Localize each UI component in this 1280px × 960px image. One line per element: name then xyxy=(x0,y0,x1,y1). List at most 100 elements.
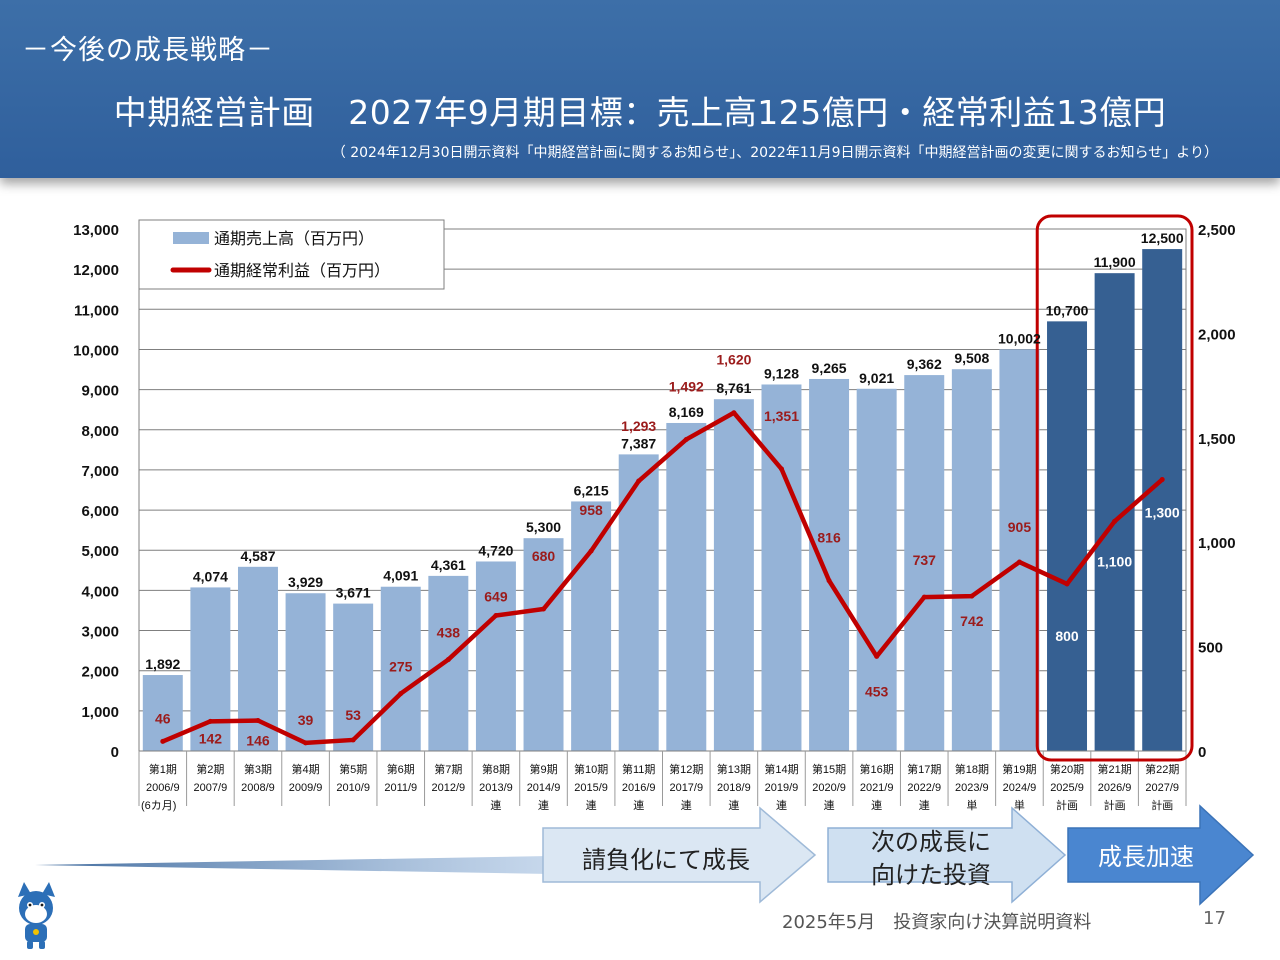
y-right-tick-label: 1,500 xyxy=(1198,431,1236,448)
profit-value-label: 958 xyxy=(579,502,603,518)
y-left-tick-label: 1,000 xyxy=(81,704,119,721)
profit-value-label: 1,100 xyxy=(1097,553,1132,569)
profit-point xyxy=(921,594,927,600)
legend-box xyxy=(138,219,445,290)
profit-value-label: 39 xyxy=(298,712,314,728)
profit-value-label: 438 xyxy=(437,625,461,641)
category-label: 2011/9 xyxy=(384,782,417,794)
category-label: 単 xyxy=(966,798,977,812)
profit-value-label: 275 xyxy=(389,659,413,675)
sales-value-label: 9,265 xyxy=(812,360,847,376)
axes: 0 1,000 2,000 3,000 4,000 5,000 6,000 7,000 8,00… xyxy=(73,214,1236,812)
category-label: 2016/9 xyxy=(622,782,656,794)
sales-value-label: 4,720 xyxy=(478,542,513,558)
category-label: 2010/9 xyxy=(336,782,370,794)
sales-bar xyxy=(142,675,183,751)
category-label: 2027/9 xyxy=(1145,782,1179,794)
profit-value-label: 1,300 xyxy=(1145,505,1180,521)
profit-value-label: 146 xyxy=(246,733,270,749)
category-label: 2024/9 xyxy=(1003,782,1037,794)
sales-bar xyxy=(1142,249,1183,752)
profit-point xyxy=(255,718,261,724)
profit-value-label: 816 xyxy=(817,530,841,546)
category-label: 2026/9 xyxy=(1098,782,1132,794)
profit-point xyxy=(207,718,213,724)
sales-value-label: 9,128 xyxy=(764,365,799,381)
profit-value-label: 1,492 xyxy=(669,378,704,394)
y-right-tick-label: 2,500 xyxy=(1198,222,1236,239)
category-label: 2018/9 xyxy=(717,782,751,794)
profit-value-label: 742 xyxy=(960,613,984,629)
category-label: 連 xyxy=(919,798,930,812)
mascot-logo xyxy=(18,882,55,949)
category-label: 連 xyxy=(681,798,692,812)
sales-bar xyxy=(428,575,469,751)
plan-highlight-frame xyxy=(1035,214,1194,762)
y-left-tick-label: 13,000 xyxy=(73,222,119,239)
category-label: 計画 xyxy=(1056,798,1078,812)
profit-value-label: 1,620 xyxy=(716,352,751,368)
sales-value-label: 8,169 xyxy=(669,404,704,420)
category-label: 第11期 xyxy=(622,762,655,776)
arrow-stage1-label: 請負化にて成長 xyxy=(582,846,750,874)
y-left-tick-label: 5,000 xyxy=(81,543,119,560)
sales-bar xyxy=(904,375,945,751)
category-label: 連 xyxy=(728,798,739,812)
arrow-stage2-label-line2: 向けた投資 xyxy=(871,861,991,889)
category-label: (6カ月) xyxy=(141,799,176,812)
profit-value-label: 453 xyxy=(865,683,889,699)
category-label: 2021/9 xyxy=(860,782,894,794)
category-label: 第10期 xyxy=(574,762,608,776)
category-label: 計画 xyxy=(1151,798,1173,812)
profit-point xyxy=(1016,559,1022,565)
sales-value-label: 10,002 xyxy=(998,330,1041,346)
header-banner: －今後の成長戦略－ 中期経営計画 2027年9月期目標：売上高125億円・経常利… xyxy=(0,0,1280,178)
sales-bar xyxy=(951,369,992,751)
sales-value-label: 9,021 xyxy=(859,370,894,386)
profit-value-label: 680 xyxy=(532,548,556,564)
profit-value-label: 800 xyxy=(1055,628,1079,644)
category-label: 2023/9 xyxy=(955,782,989,794)
profit-point xyxy=(969,593,975,599)
arrow-stage2-label-line1: 次の成長に xyxy=(871,828,991,856)
category-label: 2014/9 xyxy=(527,782,561,794)
profit-point xyxy=(1159,477,1165,483)
category-label: 第22期 xyxy=(1145,762,1179,776)
profit-value-label: 905 xyxy=(1008,519,1032,535)
y-left-tick-label: 4,000 xyxy=(81,583,119,600)
category-label: 2009/9 xyxy=(289,782,323,794)
sales-value-label: 6,215 xyxy=(574,482,609,498)
y-left-tick-label: 8,000 xyxy=(81,423,119,440)
sales-value-label: 1,892 xyxy=(145,656,180,672)
sales-bar xyxy=(1094,273,1135,751)
arrow-stage1 xyxy=(542,806,817,904)
profit-point xyxy=(303,740,309,746)
y-right-tick-label: 2,000 xyxy=(1198,326,1236,343)
bars xyxy=(142,249,1183,752)
sales-value-label: 5,300 xyxy=(526,519,561,535)
profit-point xyxy=(398,691,404,697)
category-label: 連 xyxy=(490,798,501,812)
y-left-tick-label: 0 xyxy=(111,744,119,761)
category-label: 2025/9 xyxy=(1050,782,1084,794)
sales-value-label: 3,929 xyxy=(288,574,323,590)
sales-value-label: 4,074 xyxy=(193,568,228,584)
category-label: 2019/9 xyxy=(765,782,799,794)
sales-bar xyxy=(475,561,516,751)
legend: 通期売上高（百万円） 通期経常利益（百万円） xyxy=(138,219,445,290)
y-left-tick-label: 6,000 xyxy=(81,503,119,520)
category-label: 第6期 xyxy=(387,762,415,776)
category-label: 連 xyxy=(871,798,882,812)
category-label: 第9期 xyxy=(529,762,557,776)
category-label: 連 xyxy=(586,798,597,812)
y-left-tick-label: 10,000 xyxy=(73,342,119,359)
profit-point xyxy=(874,653,880,659)
sales-value-label: 4,091 xyxy=(383,568,418,584)
profit-point xyxy=(636,478,642,484)
category-label: 2013/9 xyxy=(479,782,513,794)
profit-point xyxy=(541,606,547,612)
category-label: 2006/9 xyxy=(146,782,180,794)
page-number: 17 xyxy=(1203,908,1226,929)
sales-bar xyxy=(809,378,850,751)
category-label: 第14期 xyxy=(764,762,798,776)
